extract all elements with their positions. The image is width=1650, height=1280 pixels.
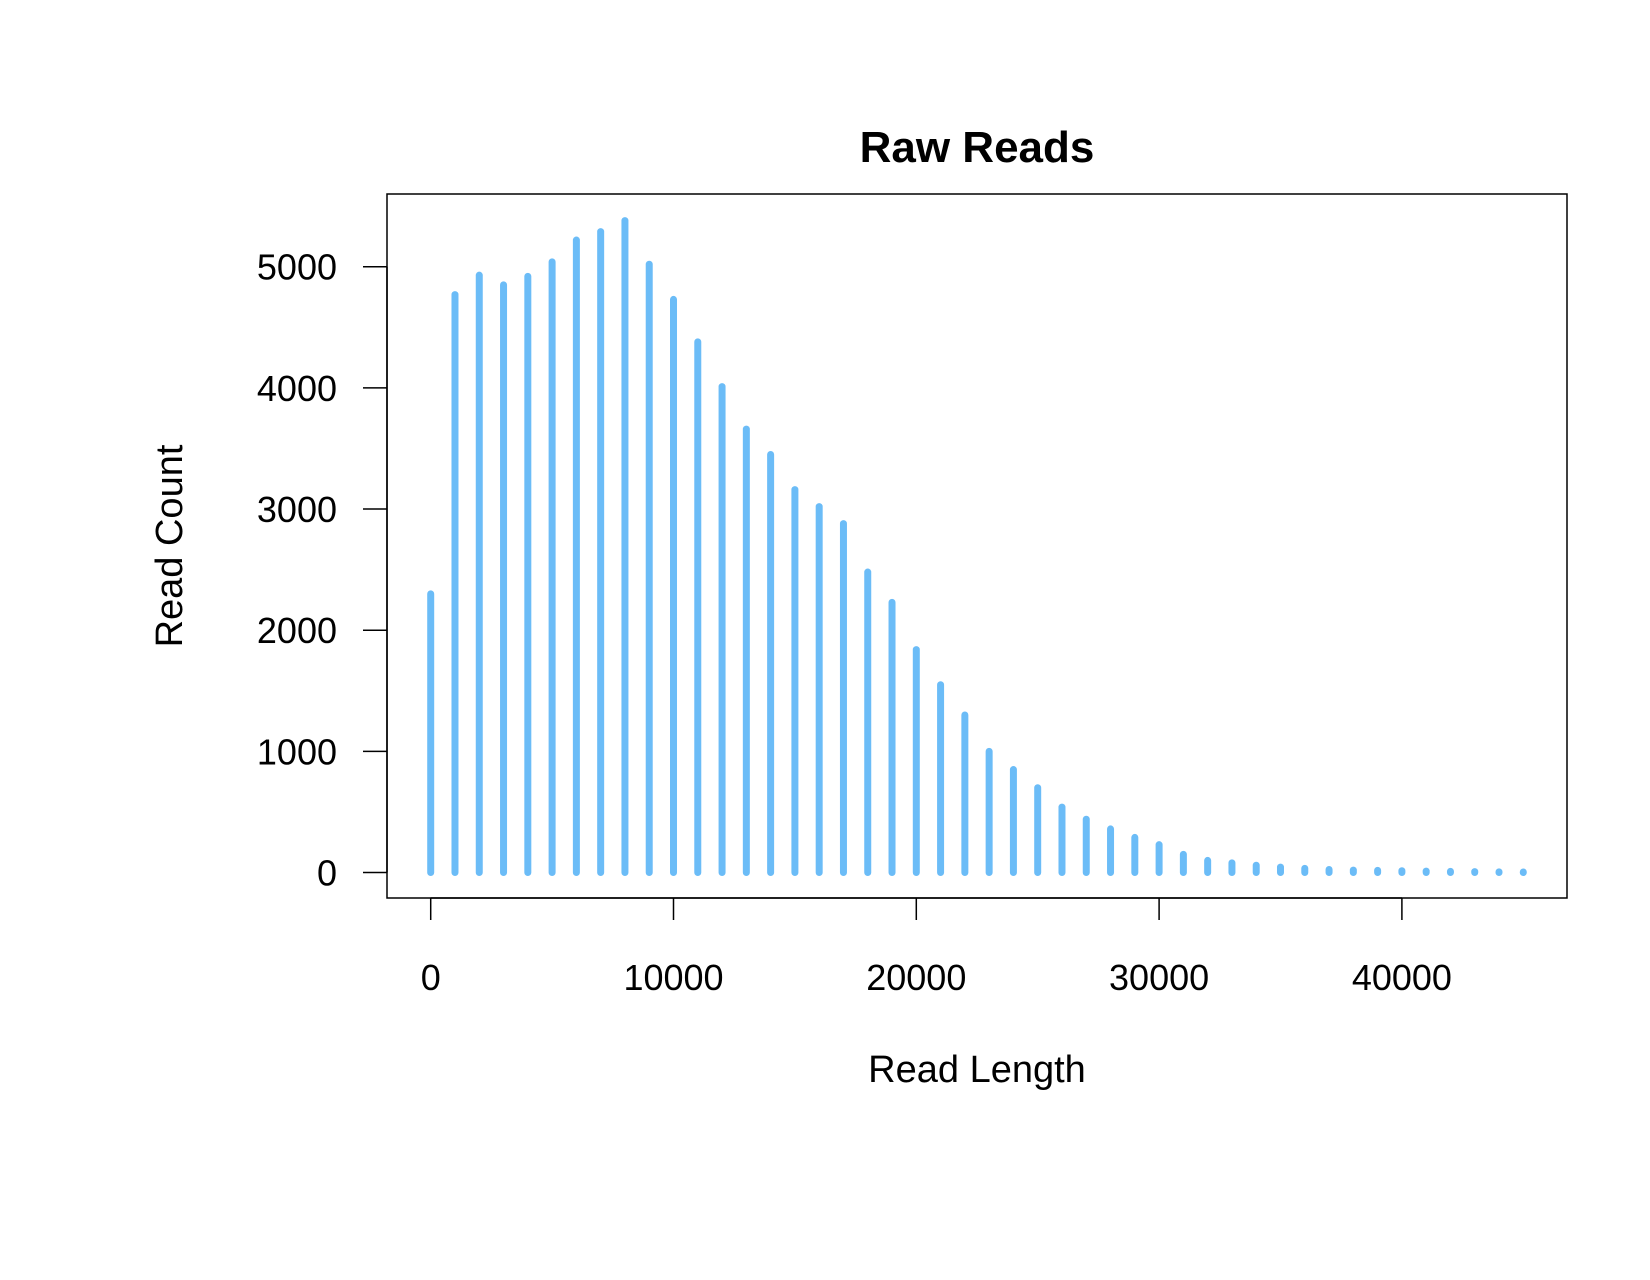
y-tick-label: 4000 [257,368,337,409]
y-axis: 0 1000 2000 3000 4000 5000 [257,247,388,894]
y-tick-label: 0 [317,853,337,894]
bars-group [427,217,1527,877]
x-tick-label: 40000 [1352,957,1452,998]
x-axis: 0 10000 20000 30000 40000 [421,897,1452,998]
y-tick-label: 5000 [257,247,337,288]
y-axis-label: Read Count [149,444,191,647]
y-tick-label: 1000 [257,731,337,772]
x-tick-label: 10000 [623,957,723,998]
x-tick-label: 0 [421,957,441,998]
chart-title: Raw Reads [860,123,1095,172]
plot-frame [386,193,1568,899]
x-tick-label: 20000 [866,957,966,998]
x-tick-label: 30000 [1109,957,1209,998]
y-tick-label: 3000 [257,489,337,530]
y-tick-label: 2000 [257,610,337,651]
x-axis-label: Read Length [868,1049,1086,1091]
